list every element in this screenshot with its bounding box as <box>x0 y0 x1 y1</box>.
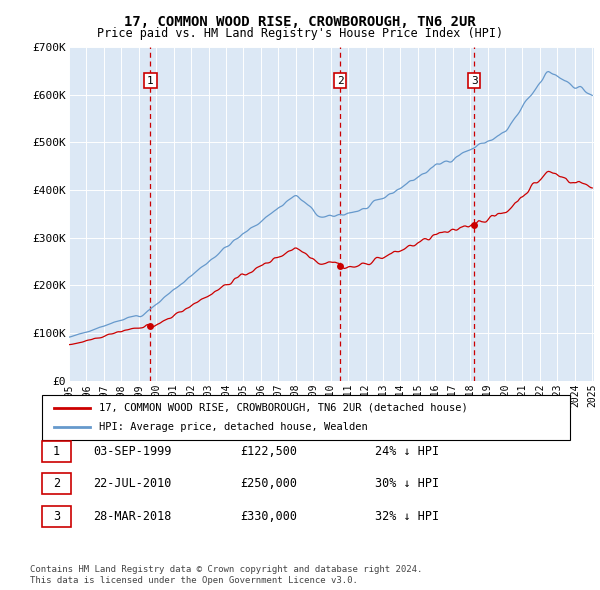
Text: 1: 1 <box>147 76 154 86</box>
Text: 30% ↓ HPI: 30% ↓ HPI <box>375 477 439 490</box>
Text: 22-JUL-2010: 22-JUL-2010 <box>93 477 172 490</box>
Text: 1: 1 <box>53 445 60 458</box>
Text: Contains HM Land Registry data © Crown copyright and database right 2024.: Contains HM Land Registry data © Crown c… <box>30 565 422 574</box>
Text: HPI: Average price, detached house, Wealden: HPI: Average price, detached house, Weal… <box>99 422 368 432</box>
Text: 3: 3 <box>471 76 478 86</box>
Text: 17, COMMON WOOD RISE, CROWBOROUGH, TN6 2UR (detached house): 17, COMMON WOOD RISE, CROWBOROUGH, TN6 2… <box>99 403 468 412</box>
Text: 28-MAR-2018: 28-MAR-2018 <box>93 510 172 523</box>
Text: Price paid vs. HM Land Registry's House Price Index (HPI): Price paid vs. HM Land Registry's House … <box>97 27 503 40</box>
Text: £122,500: £122,500 <box>240 445 297 458</box>
Text: 17, COMMON WOOD RISE, CROWBOROUGH, TN6 2UR: 17, COMMON WOOD RISE, CROWBOROUGH, TN6 2… <box>124 15 476 29</box>
Text: 24% ↓ HPI: 24% ↓ HPI <box>375 445 439 458</box>
Text: £330,000: £330,000 <box>240 510 297 523</box>
Text: 03-SEP-1999: 03-SEP-1999 <box>93 445 172 458</box>
Text: 3: 3 <box>53 510 60 523</box>
Text: 2: 2 <box>53 477 60 490</box>
Text: This data is licensed under the Open Government Licence v3.0.: This data is licensed under the Open Gov… <box>30 576 358 585</box>
Text: 2: 2 <box>337 76 344 86</box>
Text: £250,000: £250,000 <box>240 477 297 490</box>
Text: 32% ↓ HPI: 32% ↓ HPI <box>375 510 439 523</box>
